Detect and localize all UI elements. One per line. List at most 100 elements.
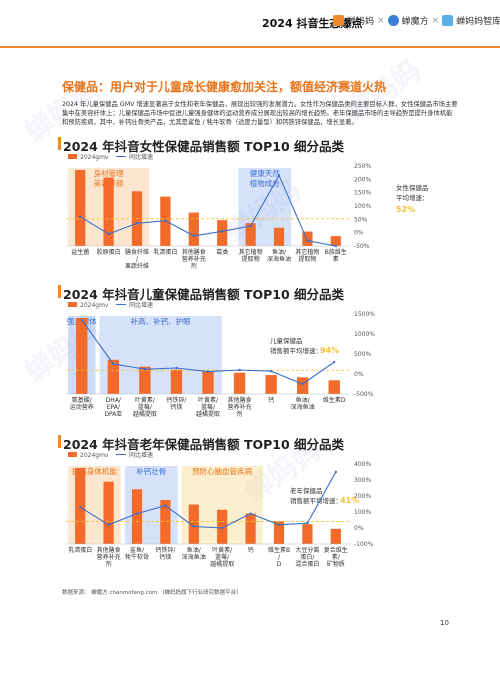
- category-label: B族维生素: [325, 248, 347, 263]
- gmv-bar: [302, 231, 313, 246]
- category-label: 鱼油/深海鱼油: [267, 248, 291, 263]
- y2-tick-label: 200%: [354, 493, 371, 500]
- highlight-label: 预防心脑血管疾病: [192, 466, 252, 476]
- y2-tick-label: 200%: [354, 176, 371, 183]
- y2-tick-label: 50%: [354, 216, 368, 223]
- y2-tick-label: 100%: [354, 509, 371, 516]
- chart-elderly-supplements: 提高身体机能 补钙壮骨 预防心脑血管疾病 2024gmv 同比增速 400% 300% 200…: [66, 451, 374, 568]
- y2-tick-label: 1500%: [354, 311, 375, 318]
- growth-point: [238, 368, 241, 372]
- category-label: 复合维生素/矿物质: [324, 546, 348, 568]
- gmv-bar: [103, 481, 114, 544]
- growth-point: [249, 224, 252, 228]
- gmv-bar: [273, 227, 285, 246]
- category-label: 氨基酸/运动营养: [70, 396, 94, 411]
- gmv-bar: [330, 528, 341, 544]
- separator: ×: [377, 15, 385, 26]
- brand-chanmama: 蝉妈妈: [347, 17, 375, 27]
- y2-tick-label: 400%: [354, 461, 371, 468]
- growth-point: [249, 512, 252, 515]
- growth-point: [334, 470, 337, 474]
- growth-point: [135, 512, 139, 515]
- gmv-bar: [273, 521, 285, 544]
- gmv-bar: [131, 489, 143, 544]
- gmv-bar: [296, 377, 309, 394]
- legend-gmv-swatch: [68, 154, 77, 159]
- avg-note-label: 女性保健品: [396, 183, 429, 192]
- y2-tick-label: 0%: [354, 525, 364, 532]
- growth-line: [79, 174, 336, 247]
- gmv-bar: [330, 236, 341, 246]
- y2-tick-label: 300%: [354, 477, 371, 484]
- section-intro: 2024 年儿童保健品 GMV 增速显著高于女性和老年保健品，展现出较强的发展潜…: [62, 101, 458, 126]
- gmv-bar: [139, 366, 151, 394]
- category-label: 乳清蛋白: [153, 248, 177, 256]
- category-label: 其他膳食营养补充剂: [97, 546, 121, 568]
- gmv-bar: [328, 380, 340, 394]
- gmv-bar: [75, 468, 86, 544]
- avg-note-label: 平均增速：: [396, 193, 429, 202]
- growth-point: [79, 506, 82, 509]
- category-label: 钙铁锌/钙镁: [166, 396, 187, 411]
- gmv-bar: [188, 504, 199, 544]
- growth-point: [107, 523, 110, 526]
- brand-chanmofang: 蝉魔方: [401, 17, 429, 27]
- growth-point: [192, 234, 195, 238]
- data-source: 数据来源： 蝉魔方 chanmofang.com （蝉妈妈旗下行业研究数据平台）: [62, 590, 242, 596]
- y2-tick-label: 150%: [354, 190, 371, 197]
- legend-gmv-label: 2024gmv: [80, 154, 109, 161]
- highlight-band: [99, 316, 222, 394]
- avg-growth-value: 94%: [320, 346, 339, 355]
- legend-growth-label: 同比增速: [129, 301, 153, 309]
- gmv-bar: [245, 513, 256, 544]
- category-label: 维生素D: [323, 396, 346, 404]
- highlight-label: 植物成分: [250, 178, 280, 188]
- growth-point: [107, 232, 110, 236]
- highlight-label: 健康天然: [250, 168, 280, 178]
- growth-point: [206, 370, 210, 373]
- y2-tick-label: 1000%: [354, 331, 375, 338]
- y2-tick-label: 500%: [354, 351, 371, 358]
- gmv-bar: [245, 223, 256, 246]
- highlight-label: 补钙壮骨: [136, 466, 166, 476]
- category-label: 叶黄素/蓝莓/越橘提取: [196, 396, 220, 418]
- gmv-bar: [202, 371, 214, 394]
- category-label: DHA/EPA/DPA亚: [104, 397, 122, 418]
- category-label: 膳食纤维/果蔬纤维: [125, 248, 149, 270]
- category-label: 叶黄素/蓝莓/越橘提取: [210, 546, 234, 568]
- growth-point: [112, 362, 115, 366]
- chart-title-women: 2024 年抖音女性保健品销售额 TOP10 细分品类: [57, 136, 344, 155]
- highlight-label: 身材管理: [94, 168, 124, 178]
- gmv-bar: [103, 177, 114, 246]
- avg-note-label: 销售额平均增速：: [290, 496, 342, 505]
- category-label: 葛类: [216, 248, 228, 256]
- category-label: 胶原蛋白: [97, 248, 121, 256]
- chanmama-logo-icon: [333, 15, 344, 26]
- category-label: 鱼油/深海鱼油: [182, 546, 206, 561]
- growth-point: [277, 174, 281, 177]
- growth-point: [175, 366, 178, 370]
- brand-bar: 蝉妈妈 × 蝉魔方 × 蝉妈妈智库: [333, 14, 500, 27]
- growth-point: [306, 522, 309, 525]
- y2-tick-label: -100%: [354, 541, 374, 548]
- growth-point: [79, 215, 82, 218]
- avg-note-label: 销售额平均增速：: [270, 346, 322, 355]
- avg-growth-value: 52%: [396, 205, 415, 214]
- separator: ×: [431, 15, 440, 26]
- category-label: 钙: [248, 546, 254, 554]
- growth-point: [192, 525, 195, 528]
- category-label: 益生菌: [71, 248, 89, 256]
- legend-growth-label: 同比增速: [129, 153, 153, 161]
- legend-growth-label: 同比增速: [129, 451, 153, 459]
- growth-point: [164, 219, 167, 222]
- growth-point: [164, 504, 167, 507]
- gmv-bar: [217, 220, 228, 246]
- growth-point: [80, 318, 83, 322]
- zhiku-logo-icon: [442, 15, 454, 26]
- brand-zhiku: 蝉妈妈智库: [456, 17, 500, 27]
- y2-tick-label: 0%: [354, 230, 364, 237]
- gmv-bar: [188, 212, 199, 246]
- category-label: 鲨鱼/牦牛软骨: [125, 546, 149, 561]
- y2-tick-label: -500%: [354, 391, 374, 398]
- growth-point: [277, 523, 281, 526]
